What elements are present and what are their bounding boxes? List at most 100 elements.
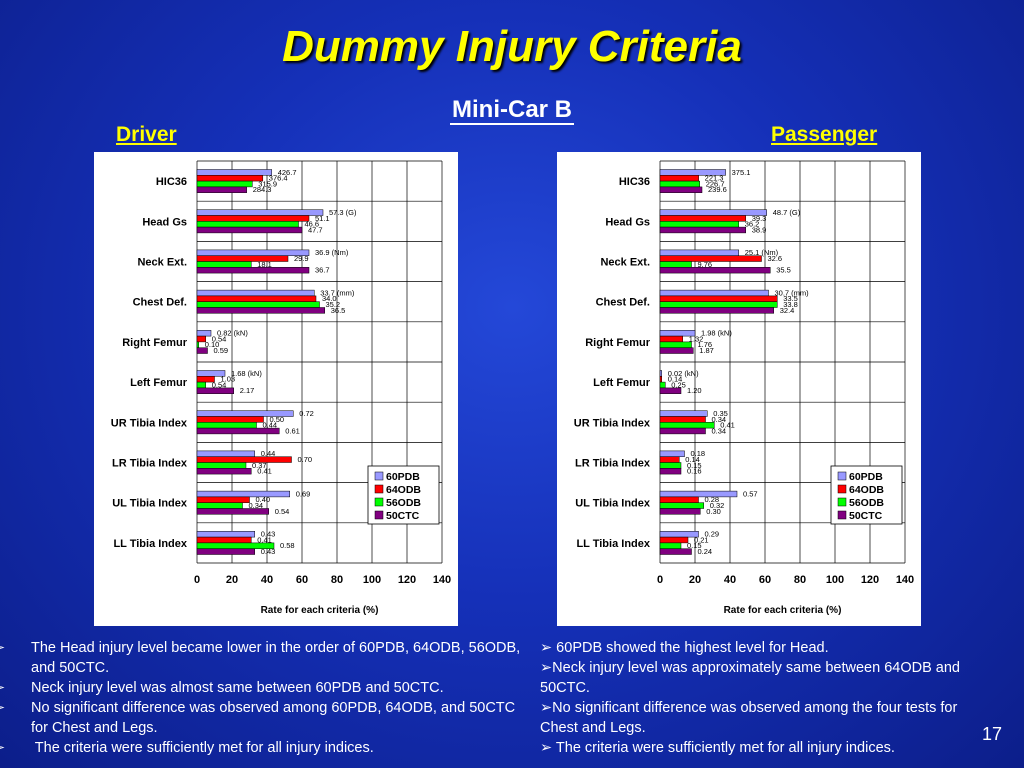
data-label-60pdb-left-femur: 0.02 (kN) — [668, 369, 699, 378]
x-tick-label: 120 — [398, 574, 416, 586]
data-label-64odb-neck-ext: 32.6 — [768, 254, 783, 263]
bar-64odb-hic36 — [659, 175, 699, 182]
data-label-60pdb-neck-ext: 36.9 (Nm) — [315, 248, 349, 257]
bullet-text: Neck injury level was almost same betwee… — [31, 680, 444, 696]
bar-64odb-right-femur — [196, 335, 206, 343]
bar-60pdb-lr-tibia-index — [659, 450, 685, 457]
passenger-label: Passenger — [771, 123, 878, 146]
category-label-left-femur: Left Femur — [130, 377, 188, 389]
driver-label: Driver — [116, 123, 177, 146]
data-label-50ctc-left-femur: 1.20 — [687, 386, 702, 395]
passenger-bullet-4: ➢ The criteria were sufficiently met for… — [540, 738, 980, 758]
category-label-right-femur: Right Femur — [585, 337, 650, 349]
data-label-60pdb-right-femur: 1.98 (kN) — [701, 329, 732, 338]
driver-bullet-4: ➢ The criteria were sufficiently met for… — [0, 738, 522, 758]
data-label-50ctc-ur-tibia-index: 0.61 — [285, 426, 300, 435]
bullet-arrow-icon: ➢ — [0, 678, 31, 698]
legend-label-64odb: 64ODB — [849, 484, 884, 496]
bar-64odb-hic36 — [196, 175, 264, 182]
data-label-60pdb-lr-tibia-index: 0.18 — [691, 449, 706, 458]
x-tick-label: 100 — [826, 574, 844, 586]
data-label-56odb-ur-tibia-index: 0.41 — [720, 421, 735, 430]
bar-50ctc-left-femur — [659, 387, 682, 394]
bar-64odb-ul-tibia-index — [196, 496, 250, 503]
bar-50ctc-ul-tibia-index — [659, 508, 701, 515]
legend-swatch-56odb — [374, 497, 384, 507]
bar-60pdb-head-gs — [659, 209, 767, 216]
bar-50ctc-lr-tibia-index — [196, 468, 252, 475]
driver-bullet-list: ➢The Head injury level became lower in t… — [0, 638, 522, 758]
data-label-64odb-right-femur: 0.54 — [212, 334, 227, 343]
bar-64odb-head-gs — [196, 215, 310, 222]
x-tick-label: 140 — [433, 574, 451, 586]
legend-swatch-64odb — [837, 484, 847, 494]
data-label-64odb-ll-tibia-index: 0.41 — [257, 535, 272, 544]
data-label-56odb-ul-tibia-index: 0.32 — [710, 501, 725, 510]
bar-50ctc-hic36 — [196, 186, 247, 193]
data-label-50ctc-ll-tibia-index: 0.24 — [698, 547, 713, 556]
data-label-60pdb-ur-tibia-index: 0.35 — [713, 409, 728, 418]
data-label-64odb-left-femur: 0.14 — [668, 375, 683, 384]
bar-50ctc-neck-ext — [659, 267, 771, 274]
bar-56odb-lr-tibia-index — [659, 462, 682, 469]
plot-grid — [196, 160, 443, 564]
data-label-56odb-neck-ext: 18.1 — [257, 260, 272, 269]
passenger-bullet-list: ➢ 60PDB showed the highest level for Hea… — [540, 638, 980, 758]
bar-64odb-right-femur — [659, 335, 683, 343]
bar-56odb-ur-tibia-index — [659, 422, 715, 429]
data-label-50ctc-right-femur: 0.59 — [214, 346, 229, 355]
bar-56odb-left-femur — [196, 381, 206, 389]
legend-label-56odb: 56ODB — [386, 497, 421, 509]
legend-label-56odb: 56ODB — [849, 497, 884, 509]
bar-50ctc-ur-tibia-index — [659, 427, 706, 435]
category-label-lr-tibia-index: LR Tibia Index — [112, 458, 188, 470]
category-label-hic36: HIC36 — [156, 176, 187, 188]
bullet-text: No significant difference was observed a… — [540, 700, 958, 736]
data-label-60pdb-lr-tibia-index: 0.44 — [261, 449, 276, 458]
page-number: 17 — [981, 724, 1002, 744]
bar-56odb-ll-tibia-index — [659, 542, 682, 549]
bar-60pdb-chest-def — [196, 289, 315, 297]
bar-64odb-neck-ext — [659, 255, 762, 262]
x-tick-label: 60 — [759, 574, 771, 586]
x-tick-label: 100 — [363, 574, 381, 586]
bar-56odb-right-femur — [659, 341, 692, 348]
category-label-head-gs: Head Gs — [605, 216, 650, 228]
bar-60pdb-ll-tibia-index — [196, 531, 255, 538]
data-label-50ctc-chest-def: 36.5 — [331, 306, 346, 315]
data-label-64odb-lr-tibia-index: 0.14 — [685, 455, 700, 464]
data-label-60pdb-ul-tibia-index: 0.57 — [743, 489, 758, 498]
bar-60pdb-lr-tibia-index — [196, 450, 255, 457]
bullet-text: 60PDB showed the highest level for Head. — [552, 640, 829, 656]
data-label-64odb-head-gs: 39.3 — [752, 214, 767, 223]
bullet-arrow-icon: ➢ — [540, 640, 553, 656]
data-label-50ctc-head-gs: 47.7 — [308, 225, 323, 234]
bar-56odb-lr-tibia-index — [196, 462, 247, 469]
data-label-64odb-neck-ext: 29.9 — [294, 254, 309, 263]
category-label-hic36: HIC36 — [619, 176, 650, 188]
bar-60pdb-neck-ext — [196, 249, 310, 256]
data-label-60pdb-neck-ext: 25.1 (Nm) — [745, 248, 779, 257]
bar-50ctc-ul-tibia-index — [196, 508, 269, 515]
data-label-56odb-lr-tibia-index: 0.37 — [252, 461, 267, 470]
x-tick-label: 20 — [689, 574, 701, 586]
category-label-lr-tibia-index: LR Tibia Index — [575, 458, 651, 470]
data-label-50ctc-lr-tibia-index: 0.16 — [687, 467, 702, 476]
category-label-ul-tibia-index: UL Tibia Index — [575, 498, 651, 510]
data-label-50ctc-ul-tibia-index: 0.30 — [706, 507, 721, 516]
category-label-ur-tibia-index: UR Tibia Index — [111, 417, 188, 429]
driver-bullet-1: ➢The Head injury level became lower in t… — [0, 638, 522, 678]
data-label-56odb-left-femur: 0.54 — [212, 380, 227, 389]
passenger-bullet-1: ➢ 60PDB showed the highest level for Hea… — [540, 638, 980, 658]
x-tick-label: 40 — [724, 574, 736, 586]
legend-label-60pdb: 60PDB — [849, 471, 883, 483]
bullet-arrow-icon: ➢ — [0, 638, 31, 658]
driver-chart: HIC36 426.7 376.4 315.9 284.3 Head Gs 57.3 (G)… — [94, 152, 458, 626]
bar-64odb-ll-tibia-index — [659, 536, 689, 544]
legend-swatch-60pdb — [374, 471, 384, 481]
data-label-50ctc-hic36: 239.6 — [708, 185, 727, 194]
bullet-text: The criteria were sufficiently met for a… — [552, 740, 895, 756]
data-label-56odb-left-femur: 0.25 — [671, 380, 686, 389]
bar-64odb-ur-tibia-index — [196, 416, 264, 423]
